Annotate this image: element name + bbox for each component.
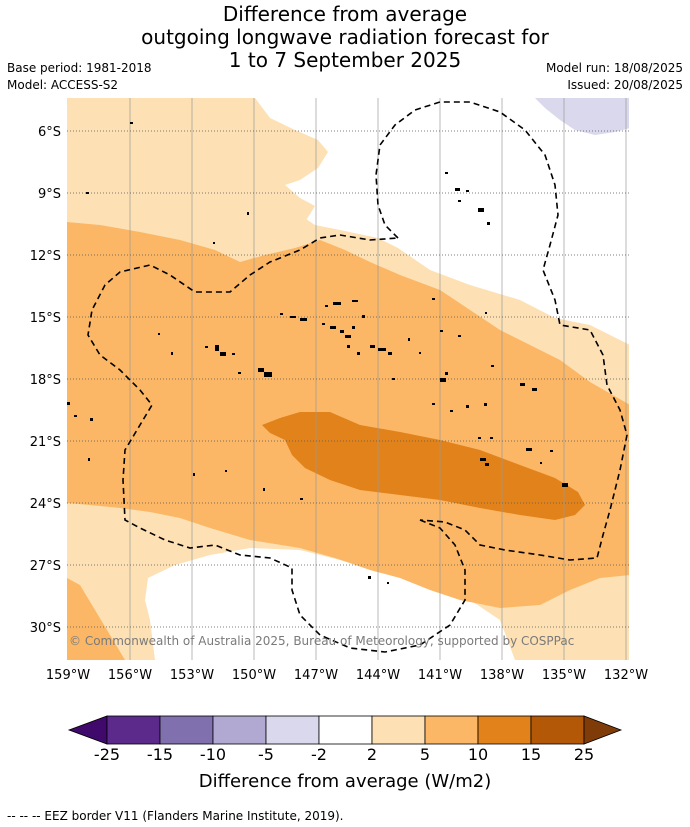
colorbar-tick-label: 25 — [573, 745, 595, 764]
colorbar-tick-label: -15 — [146, 745, 174, 764]
colorbar-title: Difference from average (W/m2) — [198, 771, 492, 792]
latitude-tick-label: 6°S — [38, 125, 61, 140]
longitude-tick-label: 156°W — [108, 668, 152, 683]
longitude-tick-label: 141°W — [418, 668, 462, 683]
colorbar-tick-label: 5 — [419, 745, 431, 764]
model-label: Model: ACCESS-S2 — [7, 78, 119, 92]
colorbar-segment — [159, 715, 214, 745]
anomaly-region-5-10 — [67, 222, 629, 608]
title-line-1: Difference from average — [222, 2, 468, 26]
latitude-tick-label: 9°S — [38, 187, 61, 202]
colorbar-tick-label: 2 — [366, 745, 378, 764]
longitude-tick-labels: 159°W 156°W 153°W 150°W 147°W 144°W 141°W 138°W… — [46, 668, 648, 683]
latitude-tick-label: 27°S — [30, 559, 61, 574]
title-line-2: outgoing longwave radiation forecast for — [141, 25, 549, 49]
latitude-tick-label: 15°S — [30, 311, 61, 326]
title-line-3: 1 to 7 September 2025 — [228, 48, 462, 72]
colorbar-tick-label: -2 — [311, 745, 327, 764]
colorbar-extend-low — [67, 715, 108, 745]
longitude-tick-label: 159°W — [46, 668, 90, 683]
latitude-tick-label: 18°S — [30, 373, 61, 388]
model-run-label: Model run: 18/08/2025 — [545, 61, 683, 75]
colorbar-tick-label: -5 — [258, 745, 274, 764]
anomaly-region-neg-2-5 — [535, 98, 629, 135]
colorbar-segment — [106, 715, 161, 745]
latitude-tick-label: 21°S — [30, 435, 61, 450]
latitude-gridlines — [67, 130, 629, 628]
colorbar-segment — [318, 715, 373, 745]
colorbar-segment — [477, 715, 532, 745]
colorbar-tick-label: 15 — [520, 745, 542, 764]
colorbar-segment — [212, 715, 267, 745]
colorbar-segment — [424, 715, 479, 745]
latitude-tick-labels: 6°S 9°S 12°S 15°S 18°S 21°S 24°S 27°S 30°S — [30, 125, 61, 636]
anomaly-region-neutral-south — [145, 548, 515, 660]
colorbar-tick-label: -25 — [93, 745, 121, 764]
longitude-tick-label: 135°W — [542, 668, 586, 683]
longitude-tick-label: 147°W — [294, 668, 338, 683]
colorbar-segment — [371, 715, 426, 745]
base-period-label: Base period: 1981-2018 — [7, 61, 152, 75]
eez-border — [87, 101, 628, 653]
longitude-tick-label: 138°W — [480, 668, 524, 683]
eez-footnote: -- -- -- EEZ border V11 (Flanders Marine… — [7, 809, 344, 823]
colorbar — [67, 715, 623, 745]
map-fill-layer — [67, 98, 629, 660]
copyright-notice: © Commonwealth of Australia 2025, Bureau… — [69, 634, 575, 648]
colorbar-tick-label: -10 — [199, 745, 227, 764]
anomaly-region-10-15 — [262, 412, 585, 520]
colorbar-segment — [530, 715, 585, 745]
longitude-tick-label: 153°W — [170, 668, 214, 683]
latitude-tick-label: 12°S — [30, 249, 61, 264]
colorbar-extend-high — [583, 715, 623, 745]
longitude-tick-label: 150°W — [232, 668, 276, 683]
colorbar-segment — [265, 715, 320, 745]
latitude-tick-label: 30°S — [30, 621, 61, 636]
longitude-tick-label: 144°W — [356, 668, 400, 683]
island-markers — [67, 122, 568, 584]
anomaly-region-5-10-southwest — [67, 578, 125, 660]
issued-label: Issued: 20/08/2025 — [567, 78, 683, 92]
longitude-tick-label: 132°W — [604, 668, 648, 683]
colorbar-tick-label: 10 — [467, 745, 489, 764]
latitude-tick-label: 24°S — [30, 497, 61, 512]
anomaly-region-2-5-north-lobe — [67, 98, 328, 235]
